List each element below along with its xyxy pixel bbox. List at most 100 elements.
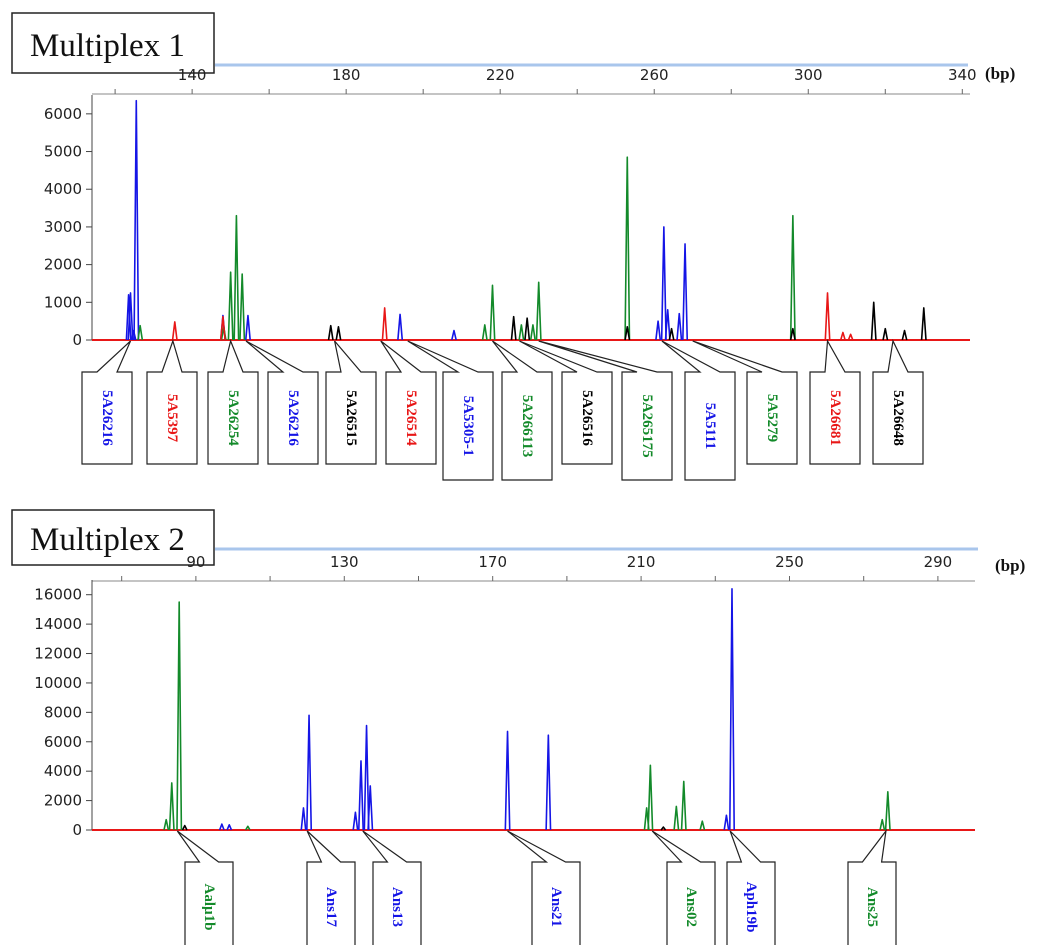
y-tick-label: 0 — [72, 821, 82, 839]
green-peak — [163, 818, 170, 831]
blue-peak — [655, 320, 662, 341]
marker-callout: Ans02 — [651, 830, 716, 945]
marker-box — [325, 340, 377, 465]
green-peak — [884, 790, 891, 831]
blue-peak — [218, 823, 225, 831]
green-peak — [137, 324, 144, 341]
marker-callout: 5A5397 — [146, 339, 198, 465]
marker-box — [847, 828, 897, 945]
marker-label: Ans21 — [548, 887, 564, 927]
blue-peak — [676, 312, 683, 341]
x-tick-label: 250 — [775, 553, 804, 571]
marker-box — [245, 340, 319, 465]
red-peak — [219, 315, 226, 341]
green-peak — [535, 281, 542, 341]
multiplex-1-unit: (bp) — [985, 64, 1015, 83]
marker-label: 5A265175 — [639, 394, 655, 457]
marker-label: 5A26216 — [99, 390, 115, 446]
red-peak — [847, 333, 854, 341]
green-peak — [239, 273, 246, 341]
marker-callout: 5A5305-1 — [407, 340, 494, 481]
multiplex-2-title: Multiplex 2 — [30, 522, 185, 558]
black-peak — [920, 307, 927, 341]
marker-box — [176, 830, 234, 945]
marker-box — [407, 340, 494, 481]
multiplex-2-unit: (bp) — [995, 556, 1025, 575]
marker-label: 5A5279 — [764, 394, 780, 442]
red-peak — [381, 307, 388, 341]
marker-callout: 5A26216 — [81, 340, 133, 465]
blue-peak — [226, 824, 233, 831]
blue-peak — [660, 226, 667, 341]
blue-peak — [682, 243, 689, 341]
green-peak — [529, 324, 536, 341]
multiplex-2-panel: Multiplex 2 (bp) 90 130 170 210 250 290 0 2000 4… — [11, 509, 1025, 945]
y-tick-label: 16000 — [34, 586, 82, 604]
x-tick-label: 140 — [178, 66, 207, 84]
y-tick-label: 2000 — [44, 256, 82, 274]
marker-callout: Ans21 — [507, 830, 581, 945]
marker-label: 5A26516 — [579, 390, 595, 446]
black-peak — [901, 329, 908, 341]
marker-callout: 5A26216 — [245, 340, 319, 465]
y-tick-label: 5000 — [44, 143, 82, 161]
x-tick-label: 130 — [330, 553, 359, 571]
y-tick-label: 4000 — [44, 180, 82, 198]
y-tick-label: 12000 — [34, 645, 82, 663]
marker-callout: Aalµ1b — [176, 830, 234, 945]
multiplex-1-title: Multiplex 1 — [30, 28, 185, 64]
marker-label: 5A26515 — [343, 390, 359, 446]
blue-peak — [451, 329, 457, 341]
green-peak — [227, 271, 234, 341]
marker-label: 5A26216 — [285, 390, 301, 446]
x-tick-label: 340 — [948, 66, 977, 84]
green-peak — [789, 214, 796, 341]
black-peak — [181, 824, 188, 831]
black-peak — [870, 301, 877, 341]
blue-peak — [545, 734, 552, 831]
x-tick-label: 170 — [478, 553, 507, 571]
marker-box — [726, 830, 776, 945]
green-peak — [647, 764, 654, 831]
green-peak — [879, 818, 886, 831]
y-tick-label: 0 — [72, 331, 82, 349]
blue-peak — [244, 314, 251, 341]
multiplex-2-title-box — [11, 509, 215, 566]
marker-label: 5A5305-1 — [460, 396, 476, 457]
marker-callout: 5A26681 — [809, 338, 861, 465]
y-tick-label: 4000 — [44, 762, 82, 780]
marker-box — [207, 339, 259, 465]
y-tick-label: 6000 — [44, 733, 82, 751]
green-peak — [176, 601, 183, 831]
marker-label: 5A266113 — [519, 395, 535, 458]
marker-box — [651, 830, 716, 945]
marker-callout: Aph19b — [726, 830, 776, 945]
black-peak — [524, 317, 531, 341]
marker-callout: 5A26254 — [207, 339, 259, 465]
green-peak — [624, 156, 631, 341]
blue-peak — [664, 309, 671, 341]
black-peak — [789, 327, 796, 341]
marker-label: 5A26254 — [225, 390, 241, 446]
x-tick-label: 220 — [486, 66, 515, 84]
y-tick-label: 10000 — [34, 674, 82, 692]
marker-box — [146, 339, 198, 465]
blue-peak — [363, 724, 370, 831]
x-tick-label: 90 — [186, 553, 205, 571]
marker-box — [692, 340, 798, 465]
marker-box — [507, 830, 581, 945]
blue-peak — [133, 99, 140, 341]
blue-peak — [504, 730, 511, 831]
red-peak — [839, 331, 846, 341]
marker-box — [306, 830, 356, 945]
marker-label: Ans17 — [323, 887, 339, 928]
marker-label: Aph19b — [743, 882, 759, 933]
marker-box — [519, 340, 613, 465]
green-peak — [699, 820, 706, 831]
y-tick-label: 14000 — [34, 615, 82, 633]
red-peak — [171, 321, 178, 341]
marker-label: Aalµ1b — [201, 884, 217, 931]
marker-label: 5A26514 — [403, 390, 419, 446]
blue-peak — [367, 785, 374, 831]
